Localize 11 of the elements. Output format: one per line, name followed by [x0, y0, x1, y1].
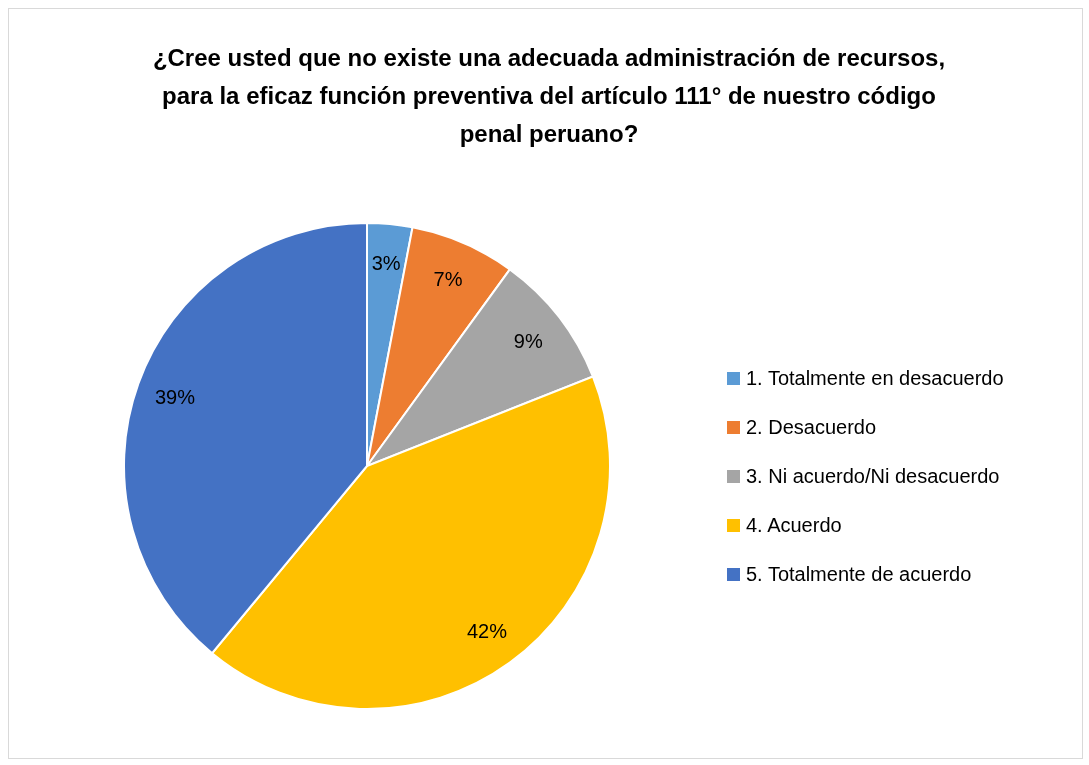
data-label: 9% [513, 329, 543, 352]
data-label: 42% [466, 620, 508, 643]
legend-label: 1. Totalmente en desacuerdo [746, 367, 1004, 390]
legend-label: 2. Desacuerdo [746, 416, 877, 439]
legend-label: 5. Totalmente de acuerdo [746, 563, 972, 586]
data-label: 3% [371, 251, 401, 274]
legend-label: 3. Ni acuerdo/Ni desacuerdo [746, 465, 1000, 488]
legend-label: 4. Acuerdo [746, 514, 842, 537]
data-label: 39% [154, 385, 196, 408]
chart-title: ¿Cree usted que no existe una adecuada administración de recursos, para la eficaz función preventiva del artículo 111° de nuestro código penal peruano? [151, 43, 947, 149]
data-label: 7% [433, 267, 463, 290]
